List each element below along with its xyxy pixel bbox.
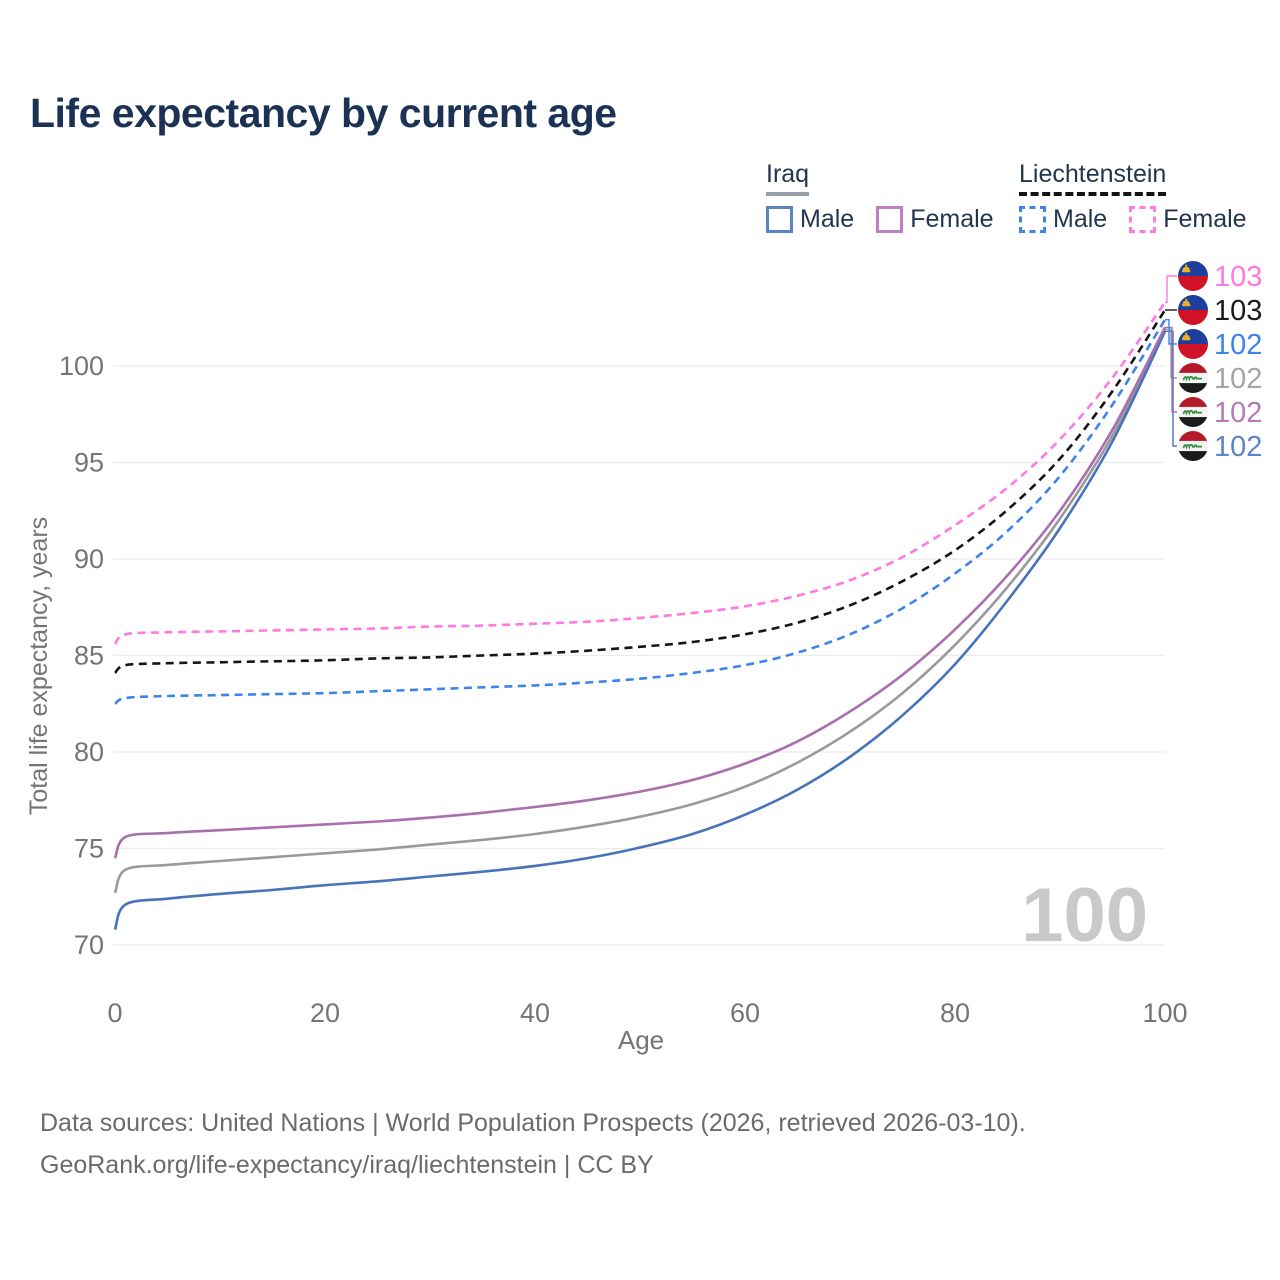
end-label-value-liechtenstein-female: 103 <box>1214 261 1262 293</box>
y-tick-label: 100 <box>59 351 104 381</box>
y-tick-label: 80 <box>74 737 104 767</box>
legend: Iraq Male Female Liechtenstein Male Fema… <box>0 160 1280 240</box>
end-label-value-iraq-both: 102 <box>1214 363 1262 395</box>
legend-label-liechtenstein-male[interactable]: Male <box>1053 205 1108 233</box>
y-tick-label: 75 <box>74 834 104 864</box>
y-tick-label: 90 <box>74 544 104 574</box>
x-axis-title: Age <box>618 1025 664 1055</box>
x-tick-label: 20 <box>310 998 340 1028</box>
x-tick-label: 80 <box>940 998 970 1028</box>
x-tick-label: 100 <box>1142 998 1187 1028</box>
footer-data-sources: Data sources: United Nations | World Pop… <box>40 1109 1026 1137</box>
legend-label-liechtenstein-female[interactable]: Female <box>1163 205 1247 233</box>
end-label-connector-liechtenstein-male <box>1165 319 1177 345</box>
flag-iraq-icon <box>1178 431 1208 461</box>
legend-label-iraq-male[interactable]: Male <box>800 205 855 233</box>
series-line-iraq-both[interactable] <box>113 328 1167 894</box>
legend-country-liechtenstein: Liechtenstein <box>1019 160 1167 196</box>
y-tick-label: 70 <box>74 930 104 960</box>
end-label-connector-liechtenstein-female <box>1165 275 1177 303</box>
series-line-liechtenstein-both[interactable] <box>114 309 1167 674</box>
legend-swatch-iraq-female[interactable] <box>876 206 904 233</box>
age-watermark: 100 <box>1021 873 1148 958</box>
chart-title: Life expectancy by current age <box>30 90 617 136</box>
end-label-value-iraq-male: 102 <box>1214 431 1262 463</box>
x-tick-label: 40 <box>520 998 550 1028</box>
x-tick-label: 60 <box>730 998 760 1028</box>
chart-footer: Data sources: United Nations | World Pop… <box>40 1102 1026 1186</box>
end-label-connector-iraq-both <box>1165 328 1177 379</box>
series-line-iraq-female[interactable] <box>113 326 1167 859</box>
flag-liechtenstein-icon <box>1178 295 1208 325</box>
y-axis-title: Total life expectancy, years <box>25 517 53 815</box>
series-line-liechtenstein-female[interactable] <box>113 301 1167 645</box>
end-label-value-liechtenstein-both: 103 <box>1214 295 1262 327</box>
end-label-value-liechtenstein-male: 102 <box>1214 329 1262 361</box>
flag-iraq-icon <box>1178 397 1208 427</box>
series-line-iraq-male[interactable] <box>113 330 1167 931</box>
flag-liechtenstein-icon <box>1178 329 1208 359</box>
flag-iraq-icon <box>1178 363 1208 393</box>
legend-group-iraq: Iraq Male Female <box>766 160 1016 234</box>
y-tick-label: 95 <box>74 448 104 478</box>
legend-country-iraq: Iraq <box>766 160 810 196</box>
legend-group-liechtenstein: Liechtenstein Male Female <box>1019 160 1269 234</box>
flag-liechtenstein-icon <box>1178 261 1208 291</box>
legend-swatch-liechtenstein-male[interactable] <box>1019 206 1046 233</box>
legend-swatch-iraq-male[interactable] <box>766 206 793 233</box>
end-label-value-iraq-female: 102 <box>1214 397 1262 429</box>
x-tick-label: 0 <box>107 998 122 1028</box>
legend-label-iraq-female[interactable]: Female <box>910 205 994 233</box>
footer-attribution-link: GeoRank.org/life-expectancy/iraq/liechte… <box>40 1151 654 1179</box>
y-tick-label: 85 <box>74 641 104 671</box>
series-line-liechtenstein-male[interactable] <box>114 319 1167 705</box>
legend-swatch-liechtenstein-female[interactable] <box>1129 206 1157 233</box>
